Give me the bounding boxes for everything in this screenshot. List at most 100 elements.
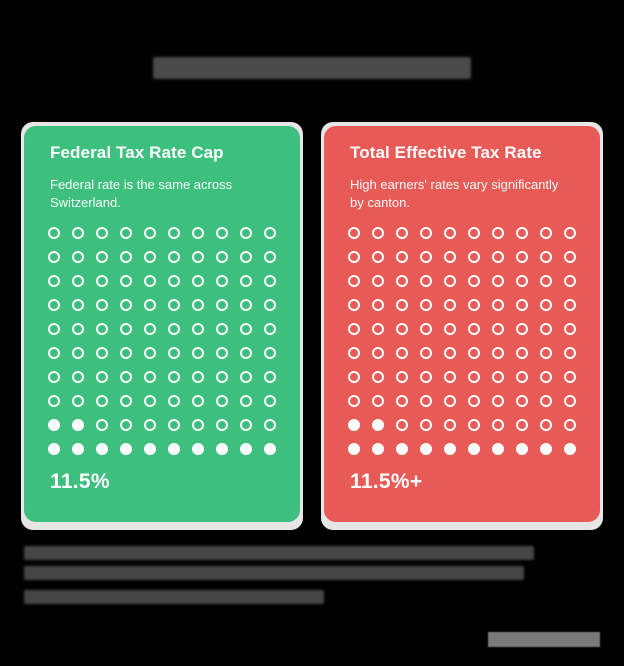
empty-dot (48, 371, 60, 383)
empty-dot (240, 299, 252, 311)
empty-dot (396, 347, 408, 359)
filled-dot (96, 443, 108, 455)
filled-dot (48, 443, 60, 455)
empty-dot (120, 347, 132, 359)
empty-dot (348, 395, 360, 407)
filled-dot (444, 443, 456, 455)
empty-dot (168, 395, 180, 407)
empty-dot (264, 275, 276, 287)
empty-dot (516, 227, 528, 239)
empty-dot (540, 323, 552, 335)
filled-dot (192, 443, 204, 455)
empty-dot (372, 323, 384, 335)
empty-dot (420, 419, 432, 431)
empty-dot (444, 419, 456, 431)
caption-line (24, 546, 534, 560)
empty-dot (264, 299, 276, 311)
page-title (153, 57, 471, 79)
empty-dot (264, 371, 276, 383)
empty-dot (420, 299, 432, 311)
empty-dot (540, 275, 552, 287)
empty-dot (468, 275, 480, 287)
empty-dot (540, 419, 552, 431)
empty-dot (444, 251, 456, 263)
empty-dot (564, 347, 576, 359)
empty-dot (48, 299, 60, 311)
empty-dot (168, 275, 180, 287)
empty-dot (372, 275, 384, 287)
empty-dot (192, 251, 204, 263)
empty-dot (492, 371, 504, 383)
empty-dot (468, 323, 480, 335)
filled-dot (144, 443, 156, 455)
empty-dot (96, 395, 108, 407)
filled-dot (120, 443, 132, 455)
empty-dot (516, 395, 528, 407)
empty-dot (564, 227, 576, 239)
empty-dot (96, 419, 108, 431)
empty-dot (516, 371, 528, 383)
empty-dot (120, 419, 132, 431)
waffle-grid (346, 226, 586, 466)
filled-dot (396, 443, 408, 455)
empty-dot (564, 395, 576, 407)
empty-dot (216, 323, 228, 335)
empty-dot (192, 299, 204, 311)
empty-dot (564, 323, 576, 335)
empty-dot (492, 299, 504, 311)
empty-dot (396, 371, 408, 383)
filled-dot (420, 443, 432, 455)
empty-dot (48, 227, 60, 239)
empty-dot (564, 299, 576, 311)
empty-dot (264, 419, 276, 431)
empty-dot (144, 275, 156, 287)
empty-dot (348, 227, 360, 239)
empty-dot (468, 299, 480, 311)
empty-dot (168, 371, 180, 383)
filled-dot (48, 419, 60, 431)
empty-dot (372, 227, 384, 239)
empty-dot (192, 323, 204, 335)
empty-dot (372, 395, 384, 407)
empty-dot (516, 251, 528, 263)
empty-dot (216, 371, 228, 383)
empty-dot (240, 227, 252, 239)
empty-dot (516, 323, 528, 335)
empty-dot (72, 395, 84, 407)
empty-dot (540, 395, 552, 407)
empty-dot (396, 227, 408, 239)
filled-dot (372, 419, 384, 431)
empty-dot (48, 323, 60, 335)
filled-dot (240, 443, 252, 455)
filled-dot (216, 443, 228, 455)
empty-dot (492, 347, 504, 359)
empty-dot (516, 299, 528, 311)
empty-dot (96, 371, 108, 383)
empty-dot (348, 371, 360, 383)
card-description: Federal rate is the same across Switzerl… (50, 177, 233, 210)
empty-dot (396, 419, 408, 431)
empty-dot (492, 395, 504, 407)
empty-dot (348, 275, 360, 287)
empty-dot (72, 371, 84, 383)
empty-dot (468, 251, 480, 263)
empty-dot (240, 323, 252, 335)
empty-dot (420, 347, 432, 359)
empty-dot (72, 227, 84, 239)
empty-dot (420, 323, 432, 335)
empty-dot (144, 323, 156, 335)
empty-dot (444, 347, 456, 359)
empty-dot (564, 419, 576, 431)
empty-dot (468, 227, 480, 239)
empty-dot (348, 299, 360, 311)
filled-dot (372, 443, 384, 455)
empty-dot (564, 251, 576, 263)
empty-dot (144, 419, 156, 431)
empty-dot (144, 227, 156, 239)
empty-dot (468, 347, 480, 359)
filled-dot (264, 443, 276, 455)
empty-dot (72, 251, 84, 263)
empty-dot (468, 395, 480, 407)
empty-dot (444, 299, 456, 311)
card-description: High earners' rates vary significantly b… (350, 177, 559, 210)
